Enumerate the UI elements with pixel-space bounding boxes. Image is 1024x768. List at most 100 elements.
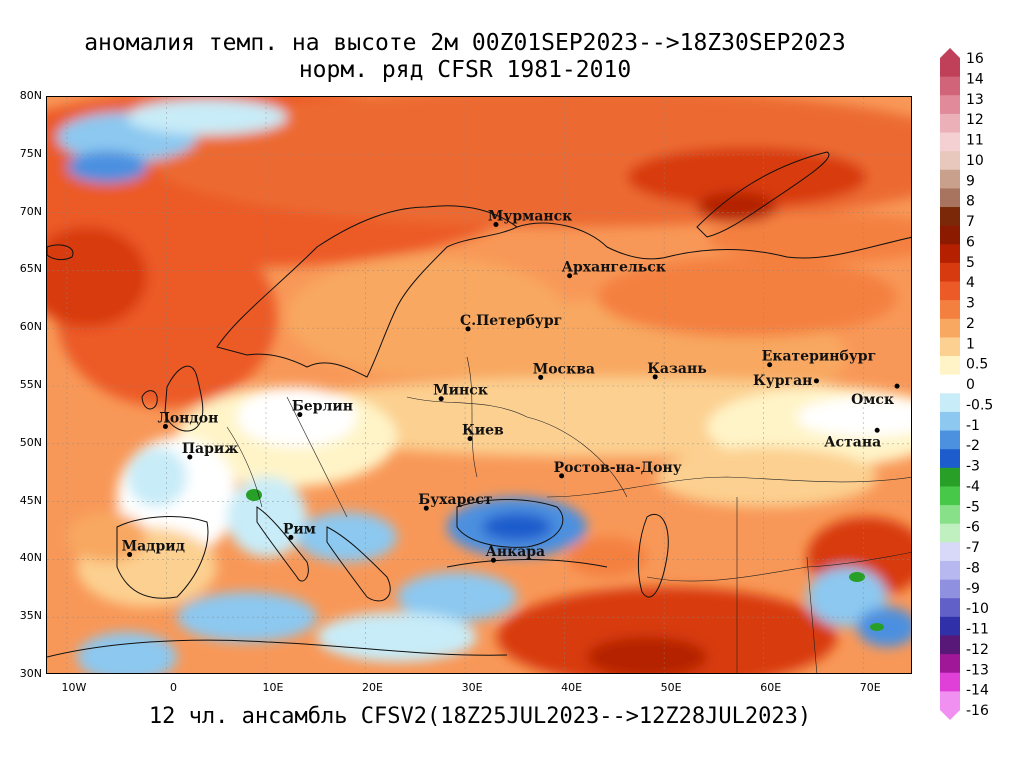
colorbar-swatch: [940, 300, 960, 320]
city-label: Мадрид: [122, 539, 185, 555]
city-dot: [127, 552, 133, 558]
colorbar-label: 5: [966, 255, 975, 271]
coastlines: [47, 151, 911, 658]
city-label: Мурманск: [488, 209, 572, 225]
city-dot: [288, 534, 294, 540]
city-label: Киев: [462, 423, 504, 439]
latitude-tick-label: 50N: [19, 435, 42, 449]
colorbar-label: 12: [966, 112, 984, 128]
colorbar-swatch: [940, 169, 960, 189]
longitude-tick-label: 10W: [61, 681, 87, 694]
colorbar-swatch: [940, 542, 960, 562]
colorbar-swatch: [940, 393, 960, 413]
city-dot: [559, 473, 565, 479]
latitude-tick-label: 45N: [19, 493, 42, 507]
cold-spot: [246, 489, 262, 501]
latitude-tick-label: 75N: [19, 146, 42, 160]
longitude-tick-label: 30E: [461, 681, 483, 694]
city-label: Бухарест: [418, 492, 493, 508]
colorbar-label: 4: [966, 275, 975, 291]
colorbar-swatch: [940, 132, 960, 152]
city-dot: [467, 436, 473, 442]
colorbar-swatch: [940, 58, 960, 78]
city-label: Берлин: [292, 399, 353, 415]
colorbar-swatch: [940, 579, 960, 599]
latitude-tick-label: 55N: [19, 378, 42, 391]
colorbar-label: -10: [966, 601, 989, 617]
colorbar-swatch: [940, 635, 960, 655]
city-label: Рим: [283, 521, 316, 537]
city-label: Париж: [182, 441, 239, 457]
cold-spot: [870, 623, 884, 631]
longitude-tick-label: 70E: [859, 681, 881, 694]
colorbar-label: -4: [966, 479, 980, 495]
colorbar-swatch: [940, 281, 960, 301]
latitude-tick-label: 65N: [19, 262, 42, 276]
colorbar-swatch: [940, 505, 960, 525]
city-label: Москва: [533, 361, 595, 377]
latitude-tick-label: 30N: [19, 667, 42, 680]
colorbar-label: -3: [966, 459, 980, 475]
colorbar-label: 16: [966, 51, 984, 67]
colorbar-label: -11: [966, 622, 989, 638]
colorbar-swatch: [940, 337, 960, 357]
colorbar-label: -8: [966, 560, 980, 576]
colorbar-swatch: [940, 374, 960, 394]
anomaly-field: [47, 97, 911, 673]
city-label: Анкара: [485, 544, 545, 560]
colorbar-label: -5: [966, 499, 980, 515]
city-dot: [162, 423, 168, 429]
colorbar-label: 3: [966, 296, 975, 312]
colorbar-label: -9: [966, 581, 980, 597]
latitude-tick-label: 70N: [19, 204, 42, 218]
colorbar-swatch: [940, 654, 960, 674]
colorbar-swatch: [940, 560, 960, 581]
city-label: Омск: [851, 392, 894, 408]
colorbar-swatch: [940, 76, 960, 96]
colorbar-label: -12: [966, 642, 989, 658]
colorbar-label: 0: [966, 377, 975, 393]
colorbar-label: 7: [966, 214, 975, 230]
city-dot: [874, 427, 880, 433]
colorbar-swatch: [940, 113, 960, 134]
colorbar-swatch: [940, 411, 960, 432]
colorbar-label: -14: [966, 683, 989, 699]
city-label: Курган: [753, 373, 812, 389]
latitude-tick-label: 35N: [19, 609, 42, 623]
colorbar-swatch: [940, 225, 960, 245]
colorbar-swatch: [940, 598, 960, 618]
city-markers: Мурманск Архангельск С.Петербург Москва Каза…: [122, 209, 900, 563]
colorbar-label: 13: [966, 92, 984, 108]
longitude-tick-label: 40E: [561, 681, 583, 694]
colorbar-label: -13: [966, 662, 989, 678]
ensemble-caption: 12 чл. ансамбль CFSV2(18Z25JUL2023-->12Z…: [148, 704, 812, 729]
city-dot: [297, 412, 303, 418]
colorbar-legend: 16 14 13 12 11 10 9 8 7 6 5 4 3 2 1 0.5 0 -0.5 -1 -2 -3 -4 -5 -…: [940, 48, 993, 720]
anomaly-map: Мурманск Архангельск С.Петербург Москва Каза…: [46, 96, 912, 674]
colorbar-swatch: [940, 207, 960, 227]
colorbar-swatch: [940, 467, 960, 487]
chart-title: аномалия темп. на высоте 2м 00Z01SEP2023…: [84, 30, 846, 56]
colorbar-label: 14: [966, 71, 984, 87]
latitude-tick-label: 80N: [19, 89, 42, 102]
colorbar-label: 0.5: [966, 357, 988, 373]
colorbar-arrow-bottom: [940, 710, 960, 720]
longitude-tick-label: 60E: [760, 681, 782, 694]
latitude-tick-label: 60N: [19, 320, 42, 334]
city-dot: [813, 378, 819, 384]
city-dot: [538, 374, 544, 380]
colorbar-swatch: [940, 262, 960, 283]
city-label: Лондон: [157, 410, 218, 426]
colorbar-swatch: [940, 188, 960, 208]
colorbar-swatch: [940, 486, 960, 506]
colorbar-swatch: [940, 430, 960, 450]
colorbar-label: 10: [966, 153, 984, 169]
colorbar-label: 11: [966, 133, 984, 149]
country-borders: [226, 356, 911, 673]
colorbar-label: -0.5: [966, 397, 993, 413]
colorbar-swatch: [940, 691, 960, 711]
longitude-tick-label: 50E: [660, 681, 682, 694]
city-label: Астана: [824, 434, 881, 450]
colorbar-label: -6: [966, 520, 980, 536]
colorbar-label: 2: [966, 316, 975, 332]
